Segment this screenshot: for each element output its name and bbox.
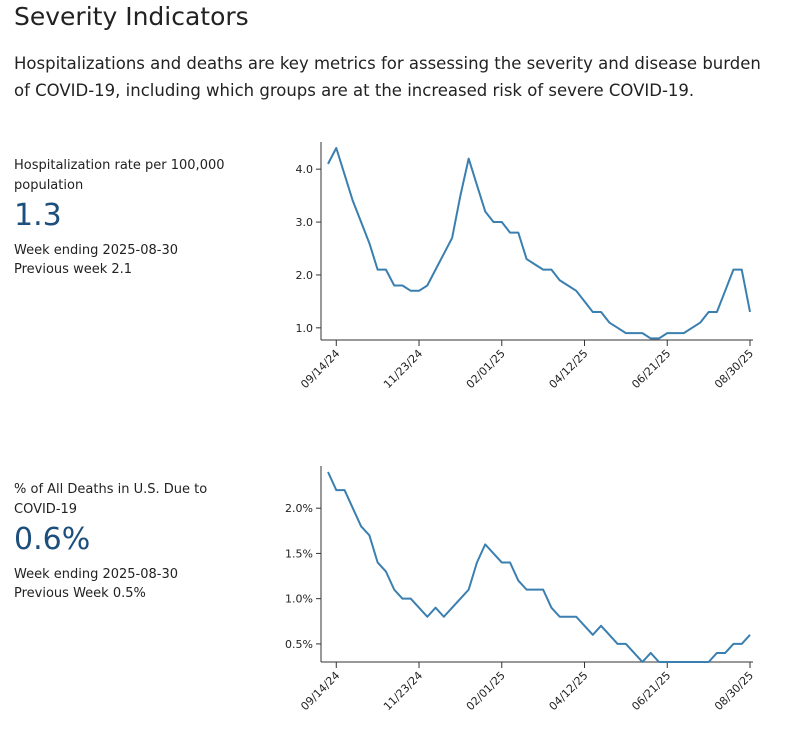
x-tick-label: 06/21/25 (629, 347, 673, 391)
x-tick-label: 04/12/25 (547, 347, 591, 391)
x-tick-label: 02/01/25 (464, 669, 508, 713)
x-tick-label: 09/14/24 (298, 347, 342, 391)
x-tick-label: 08/30/25 (712, 669, 756, 713)
y-tick-label: 2.0% (285, 502, 313, 515)
x-tick-label: 04/12/25 (547, 669, 591, 713)
section-title: Severity Indicators (14, 2, 249, 31)
section-description: Hospitalizations and deaths are key metr… (14, 54, 761, 100)
x-tick-label: 11/23/24 (381, 669, 425, 713)
metric-label: Hospitalization rate per 100,000 populat… (14, 158, 225, 193)
x-tick-label: 09/14/24 (298, 669, 342, 713)
y-tick-label: 0.5% (285, 638, 313, 651)
x-tick-label: 08/30/25 (712, 347, 756, 391)
previous-week: Previous Week 0.5% (14, 586, 146, 601)
metric-label: % of All Deaths in U.S. Due to COVID-19 (14, 482, 208, 517)
y-tick-label: 4.0 (296, 163, 314, 176)
x-tick-label: 02/01/25 (464, 347, 508, 391)
y-tick-label: 1.0% (285, 593, 313, 606)
week-ending: Week ending 2025-08-30 (14, 243, 179, 258)
y-tick-label: 3.0 (296, 216, 314, 229)
metric-value: 0.6% (14, 522, 91, 557)
y-tick-label: 2.0 (296, 269, 314, 282)
y-tick-label: 1.0 (296, 322, 314, 335)
metric-value: 1.3 (14, 198, 62, 233)
x-tick-label: 11/23/24 (381, 347, 425, 391)
data-line (327, 147, 751, 340)
x-tick-label: 06/21/25 (629, 669, 673, 713)
previous-week: Previous week 2.1 (14, 262, 133, 277)
week-ending: Week ending 2025-08-30 (14, 567, 179, 582)
data-line (327, 471, 751, 663)
y-tick-label: 1.5% (285, 547, 313, 560)
